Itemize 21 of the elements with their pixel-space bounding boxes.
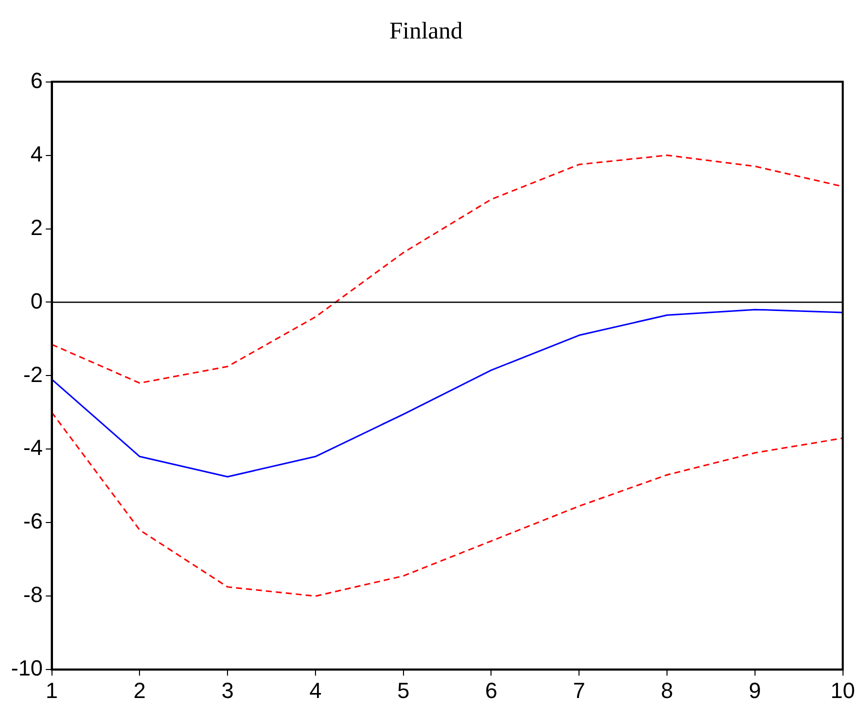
y-tick-label: 0 [30,288,43,314]
y-tick-label: 6 [30,68,43,93]
y-tick-label: -6 [23,508,43,534]
x-tick-label: 6 [485,678,498,703]
x-tick-label: 5 [397,678,410,703]
y-tick-label: -10 [11,656,43,681]
x-tick-label: 9 [748,678,762,703]
y-tick-label: -4 [23,435,43,460]
x-tick-label: 1 [46,678,58,703]
x-tick-label: 7 [572,678,586,703]
y-tick-label: 2 [30,214,43,240]
line-series [52,412,843,597]
y-tick-label: -2 [23,362,43,387]
x-tick-label: 4 [309,678,322,703]
chart-title: Finland [389,18,463,45]
y-tick-label: -8 [23,582,43,608]
x-tick-label: 8 [660,678,674,703]
y-tick-label: 4 [30,141,43,166]
x-tick-label: 3 [221,678,234,703]
x-tick-label: 2 [134,678,146,703]
x-tick-label: 10 [830,678,856,703]
